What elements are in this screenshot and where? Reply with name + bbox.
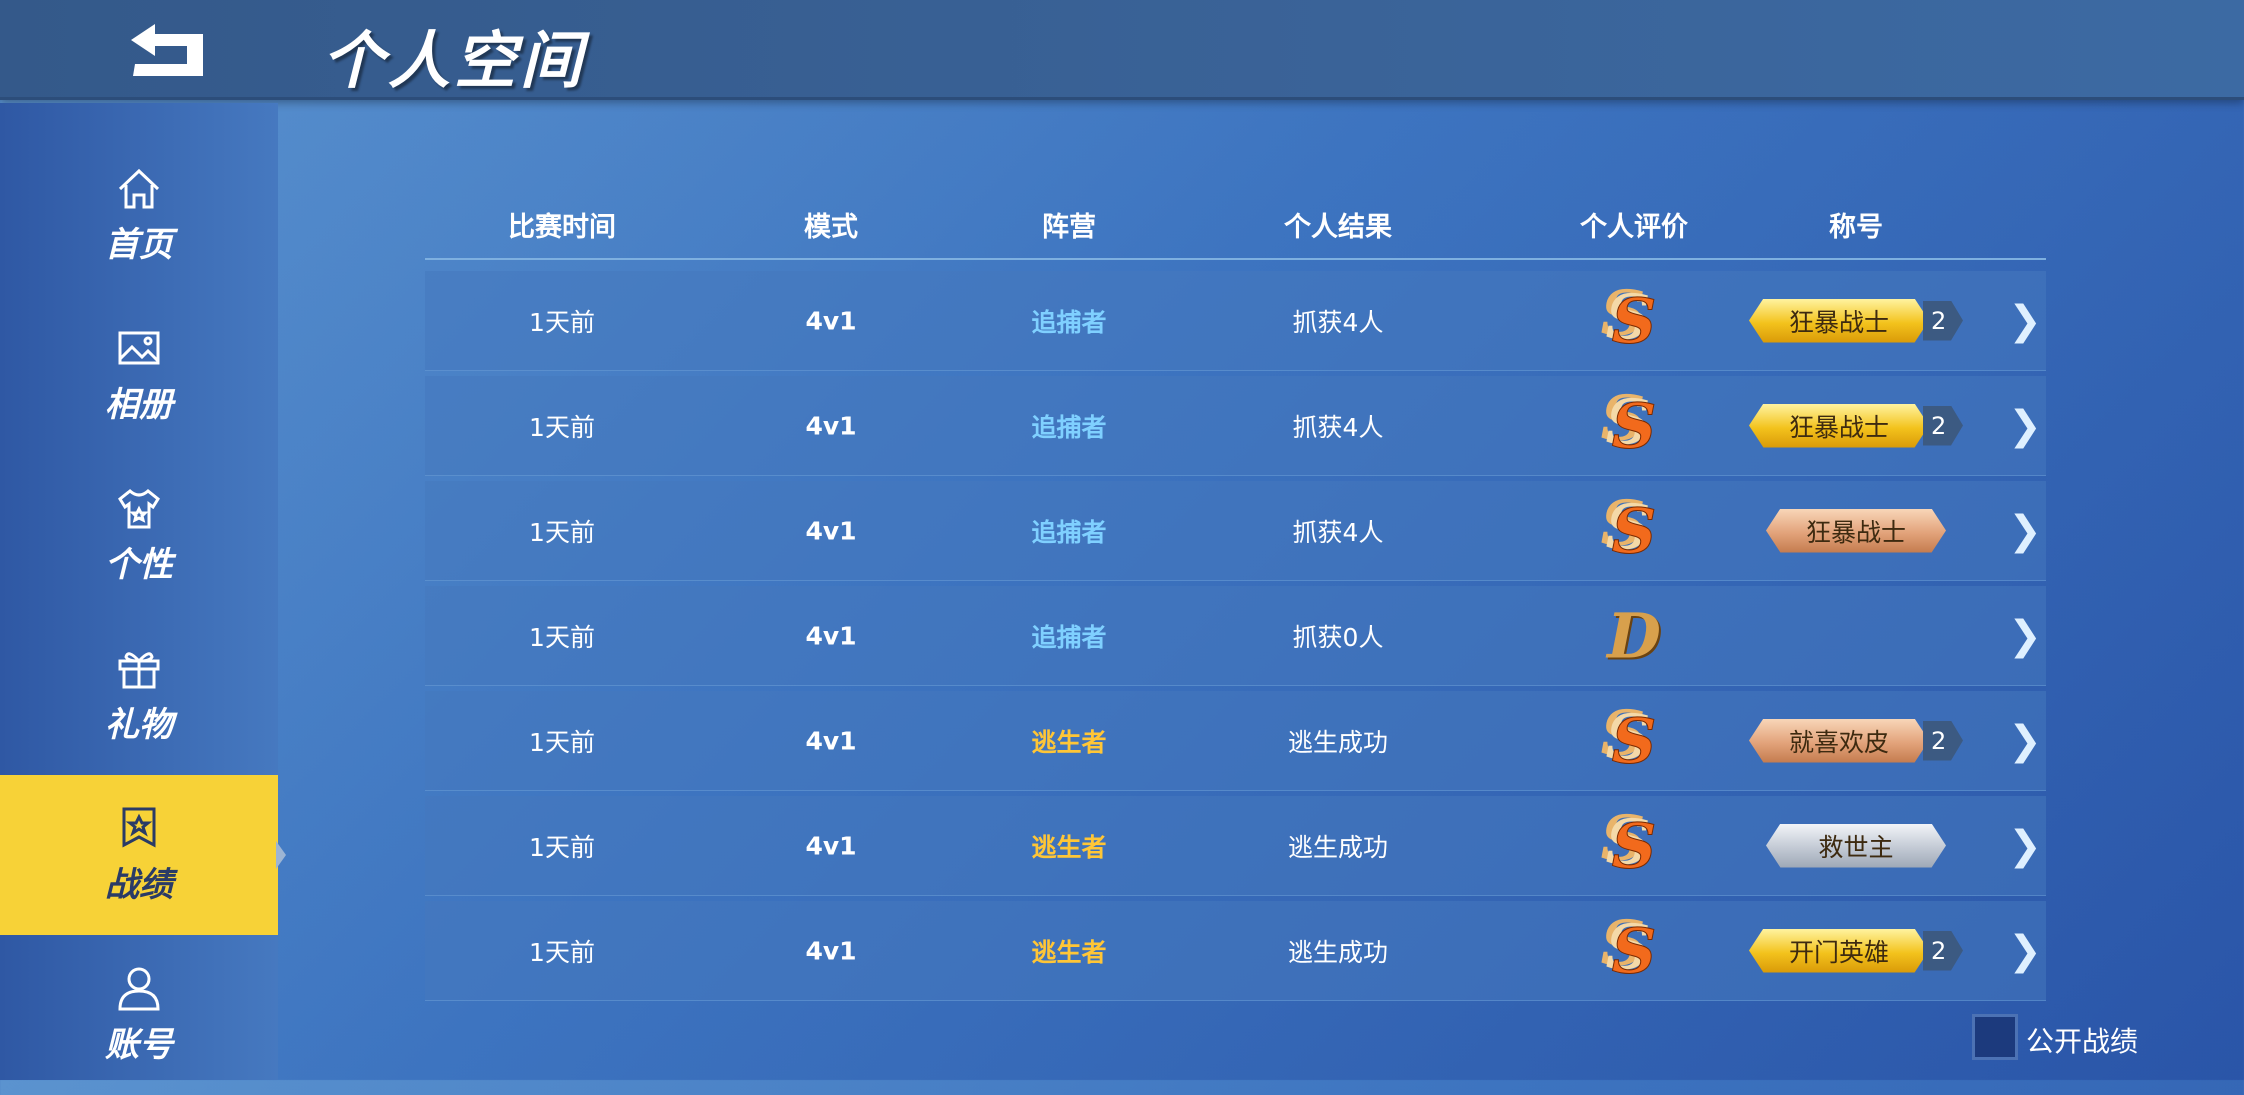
user-icon [118, 967, 160, 1010]
shirt-icon [118, 488, 160, 528]
grade-icon: S [1611, 284, 1657, 358]
title-badge: 狂暴战士 2 [1749, 298, 1963, 343]
result: 逃生成功 [1287, 727, 1389, 757]
chevron-right-icon[interactable]: ❯ [2008, 717, 2042, 764]
result: 抓获4人 [1292, 412, 1384, 442]
sidebar-item-3[interactable]: 礼物 [0, 615, 278, 775]
result: 逃生成功 [1287, 832, 1389, 862]
gift-icon [118, 651, 160, 688]
sidebar-item-label: 首页 [105, 224, 173, 265]
camp: 追捕者 [1031, 412, 1107, 442]
table-header: 比赛时间 模式 阵营 个人结果 个人评价 称号 [425, 195, 2046, 260]
match-time: 1天前 [529, 622, 595, 652]
table-row[interactable]: 1天前 4v1 追捕者 抓获4人 S 狂暴战士 2 ❯ [425, 271, 2046, 371]
sidebar-item-label: 相册 [105, 384, 173, 425]
mode: 4v1 [805, 306, 857, 335]
title-badge: 狂暴战士 2 [1749, 403, 1963, 448]
title-badge: 狂暴战士 [1766, 508, 1946, 553]
header: 个人空间 [0, 0, 2244, 100]
grade-icon: S [1611, 704, 1657, 778]
match-time: 1天前 [529, 412, 595, 442]
camp: 追捕者 [1031, 517, 1107, 547]
home-icon [118, 168, 160, 208]
sidebar: 首页相册个性礼物战绩账号 [0, 103, 286, 1080]
sidebar-item-label: 礼物 [105, 704, 173, 745]
camp: 追捕者 [1031, 622, 1107, 652]
mode: 4v1 [805, 726, 857, 755]
column-header: 模式 [804, 212, 858, 243]
match-time: 1天前 [529, 517, 595, 547]
sidebar-item-2[interactable]: 个性 [0, 455, 278, 615]
result: 抓获4人 [1292, 307, 1384, 337]
sidebar-item-1[interactable]: 相册 [0, 295, 278, 455]
sidebar-item-0[interactable]: 首页 [0, 135, 278, 295]
title-badge: 救世主 [1766, 823, 1946, 868]
grade-icon: S [1611, 389, 1657, 463]
mode: 4v1 [805, 621, 857, 650]
column-header: 个人评价 [1580, 212, 1688, 243]
table-row[interactable]: 1天前 4v1 逃生者 逃生成功 S 就喜欢皮 2 ❯ [425, 691, 2046, 791]
title-count: 2 [1923, 930, 1963, 971]
title-count: 2 [1923, 720, 1963, 761]
title-plate: 狂暴战士 [1749, 403, 1929, 448]
mode: 4v1 [805, 516, 857, 545]
sidebar-item-5[interactable]: 账号 [0, 935, 278, 1095]
sidebar-item-label: 账号 [105, 1024, 173, 1065]
title-plate: 救世主 [1766, 823, 1946, 868]
column-header: 称号 [1829, 212, 1883, 243]
sidebar-item-label: 战绩 [105, 864, 173, 905]
camp: 逃生者 [1031, 937, 1107, 967]
camp: 追捕者 [1031, 307, 1107, 337]
table-row[interactable]: 1天前 4v1 追捕者 抓获4人 S 狂暴战士 ❯ [425, 481, 2046, 581]
table-row[interactable]: 1天前 4v1 逃生者 逃生成功 S 救世主 ❯ [425, 796, 2046, 896]
title-badge: 开门英雄 2 [1749, 928, 1963, 973]
title-count: 2 [1923, 405, 1963, 446]
column-header: 阵营 [1042, 212, 1096, 243]
match-time: 1天前 [529, 937, 595, 967]
grade-icon: D [1607, 599, 1661, 672]
column-header: 个人结果 [1284, 212, 1392, 243]
result: 逃生成功 [1287, 937, 1389, 967]
sidebar-item-label: 个性 [105, 544, 173, 585]
title-plate: 开门英雄 [1749, 928, 1929, 973]
title-plate: 狂暴战士 [1749, 298, 1929, 343]
public-record-checkbox[interactable] [1972, 1014, 2018, 1060]
mode: 4v1 [805, 831, 857, 860]
table-row[interactable]: 1天前 4v1 追捕者 抓获4人 S 狂暴战士 2 ❯ [425, 376, 2046, 476]
back-arrow-icon[interactable] [125, 20, 215, 80]
title-plate: 就喜欢皮 [1749, 718, 1929, 763]
grade-icon: S [1611, 914, 1657, 988]
public-record-label: 公开战绩 [2026, 1025, 2139, 1058]
table-row[interactable]: 1天前 4v1 逃生者 逃生成功 S 开门英雄 2 ❯ [425, 901, 2046, 1001]
camp: 逃生者 [1031, 832, 1107, 862]
match-time: 1天前 [529, 832, 595, 862]
image-icon [118, 331, 160, 364]
match-time: 1天前 [529, 307, 595, 337]
grade-icon: S [1611, 809, 1657, 883]
grade-icon: S [1611, 494, 1657, 568]
mode: 4v1 [805, 411, 857, 440]
camp: 逃生者 [1031, 727, 1107, 757]
chevron-right-icon[interactable]: ❯ [2008, 822, 2042, 869]
result: 抓获4人 [1292, 517, 1384, 547]
chevron-right-icon[interactable]: ❯ [2008, 927, 2042, 974]
title-count: 2 [1923, 300, 1963, 341]
result: 抓获0人 [1292, 622, 1384, 652]
sidebar-item-4[interactable]: 战绩 [0, 775, 286, 935]
chevron-right-icon[interactable]: ❯ [2008, 507, 2042, 554]
match-time: 1天前 [529, 727, 595, 757]
page-title: 个人空间 [322, 24, 587, 97]
chevron-right-icon[interactable]: ❯ [2008, 402, 2042, 449]
chevron-right-icon[interactable]: ❯ [2008, 297, 2042, 344]
mode: 4v1 [805, 936, 857, 965]
chevron-right-icon[interactable]: ❯ [2008, 612, 2042, 659]
table-row[interactable]: 1天前 4v1 追捕者 抓获0人 D ❯ [425, 586, 2046, 686]
record-badge-icon [122, 807, 156, 847]
title-badge: 就喜欢皮 2 [1749, 718, 1963, 763]
column-header: 比赛时间 [508, 212, 616, 243]
title-plate: 狂暴战士 [1766, 508, 1946, 553]
